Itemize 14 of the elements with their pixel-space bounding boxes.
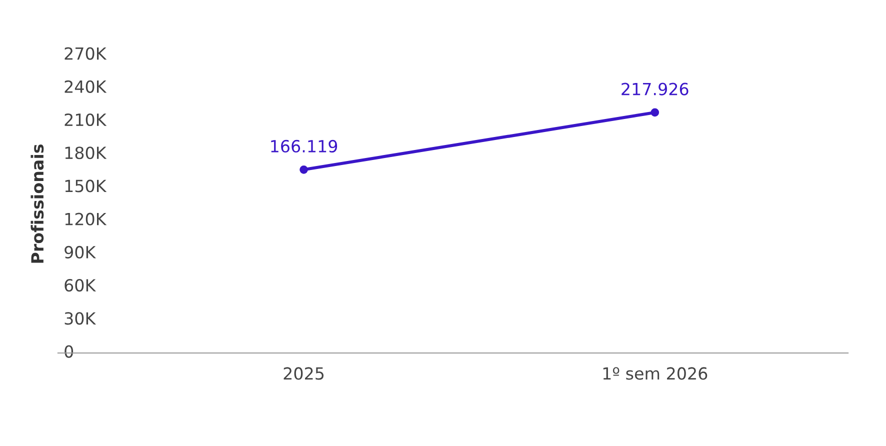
y-tick-label: 180K	[65, 146, 107, 160]
data-label: 217.926	[622, 82, 688, 96]
x-tick-label: 1º sem 2026	[603, 367, 708, 380]
y-tick-label: 90K	[64, 246, 96, 259]
y-tick-label: 240K	[64, 80, 107, 93]
y-tick-label: 270K	[64, 47, 107, 60]
y-tick-label: 150K	[65, 180, 107, 192]
x-tick-label: 2025	[284, 367, 324, 380]
y-tick-label: 60K	[64, 279, 96, 292]
data-label: 166.119	[271, 140, 338, 153]
y-tick-label: 120K	[65, 212, 107, 226]
y-tick-label: 30K	[64, 312, 96, 325]
y-axis-title: Profissionais	[30, 144, 44, 263]
y-tick-label: 210K	[64, 113, 107, 126]
